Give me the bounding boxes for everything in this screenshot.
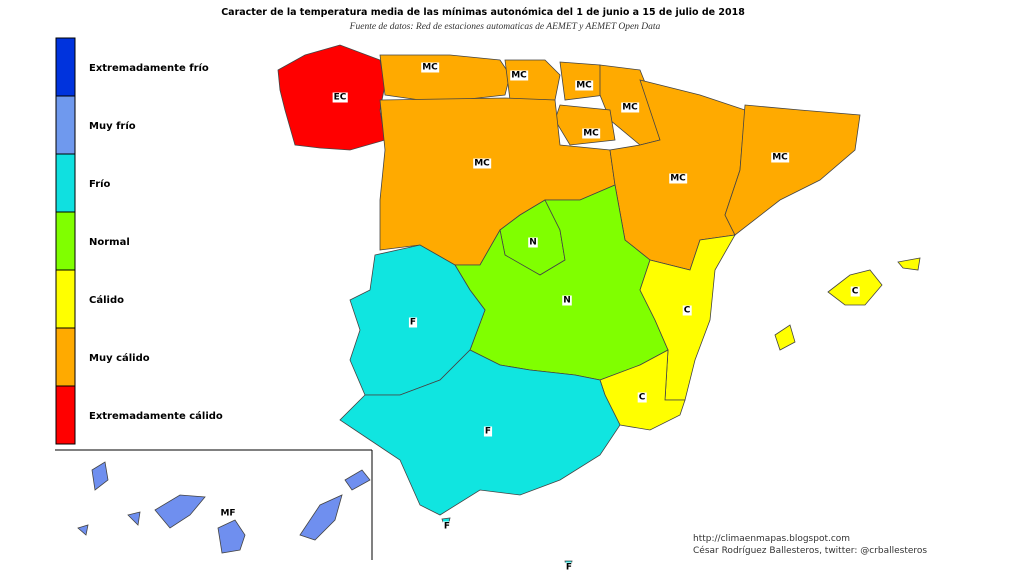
region-label: MC <box>772 153 788 163</box>
region-label-bg <box>408 317 418 328</box>
region-label: MF <box>220 509 235 519</box>
region <box>554 104 616 146</box>
region-label: F <box>410 318 416 328</box>
legend-swatch <box>55 153 76 213</box>
region-label-bg <box>528 237 538 248</box>
region <box>344 469 371 491</box>
legend-swatch <box>55 269 76 329</box>
region-label: MC <box>474 159 490 169</box>
region-label: F <box>485 427 491 437</box>
legend-label: Extremadamente cálido <box>89 410 223 422</box>
region-label-bg <box>621 102 640 113</box>
region <box>504 59 561 101</box>
region-label-bg <box>771 152 790 163</box>
region <box>299 494 343 541</box>
legend-label: Frío <box>89 178 111 190</box>
region-label: MC <box>622 103 638 113</box>
region-label-bg <box>669 173 688 184</box>
region-label: F <box>444 522 450 532</box>
region-label: MC <box>422 63 438 73</box>
region-label-bg <box>510 70 529 81</box>
legend-swatch <box>55 327 76 387</box>
legend-swatch <box>55 385 76 445</box>
region <box>379 54 511 101</box>
legend-swatch <box>55 37 76 97</box>
legend: Extremadamente frío Muy frío Frío Normal Cál… <box>55 37 223 445</box>
region-label-bg <box>637 392 647 403</box>
region <box>774 324 796 351</box>
region-label: C <box>684 306 691 316</box>
region <box>77 524 89 536</box>
region-label: C <box>852 287 859 297</box>
region <box>897 257 921 271</box>
region-label-bg <box>442 521 452 532</box>
region-label: MC <box>583 129 599 139</box>
legend-label: Extremadamente frío <box>89 62 209 74</box>
region-label-bg <box>473 158 492 169</box>
region-label: MC <box>511 71 527 81</box>
region <box>127 511 141 526</box>
region-label: F <box>566 563 572 573</box>
region <box>277 44 386 151</box>
region-label: N <box>563 296 571 306</box>
region-label: MC <box>576 81 592 91</box>
region-label-bg <box>219 508 237 519</box>
region-label-bg <box>682 305 692 316</box>
region-label-bg <box>332 92 348 103</box>
region-label-bg <box>483 426 493 437</box>
map-subtitle: Fuente de datos: Red de estaciones autom… <box>349 22 661 32</box>
map-title: Caracter de la temperatura media de las … <box>221 7 745 18</box>
credit: http://climaenmapas.blogspot.com <box>693 534 850 544</box>
region-label-bg <box>582 128 601 139</box>
legend-label: Cálido <box>89 294 124 306</box>
legend-label: Muy cálido <box>89 352 150 364</box>
region <box>339 349 621 516</box>
region-label: C <box>639 393 646 403</box>
regions: EC MC MC MC MC MC MC MC MC N N F C C F C MF F F <box>77 44 921 573</box>
region-label-bg <box>575 80 594 91</box>
region-label: EC <box>334 93 347 103</box>
region-label: N <box>529 238 537 248</box>
region <box>217 519 246 554</box>
region-label-bg <box>850 286 860 297</box>
legend-swatch <box>55 211 76 271</box>
region-label-bg <box>562 295 572 306</box>
legend-swatch <box>55 95 76 155</box>
region-label: MC <box>670 174 686 184</box>
region <box>154 494 206 529</box>
region-label-bg <box>564 562 574 573</box>
region <box>91 461 109 491</box>
legend-label: Normal <box>89 237 130 248</box>
credit: César Rodríguez Ballesteros, twitter: @c… <box>693 545 927 556</box>
region-label-bg <box>421 62 440 73</box>
region <box>724 104 861 236</box>
legend-label: Muy frío <box>89 120 136 132</box>
